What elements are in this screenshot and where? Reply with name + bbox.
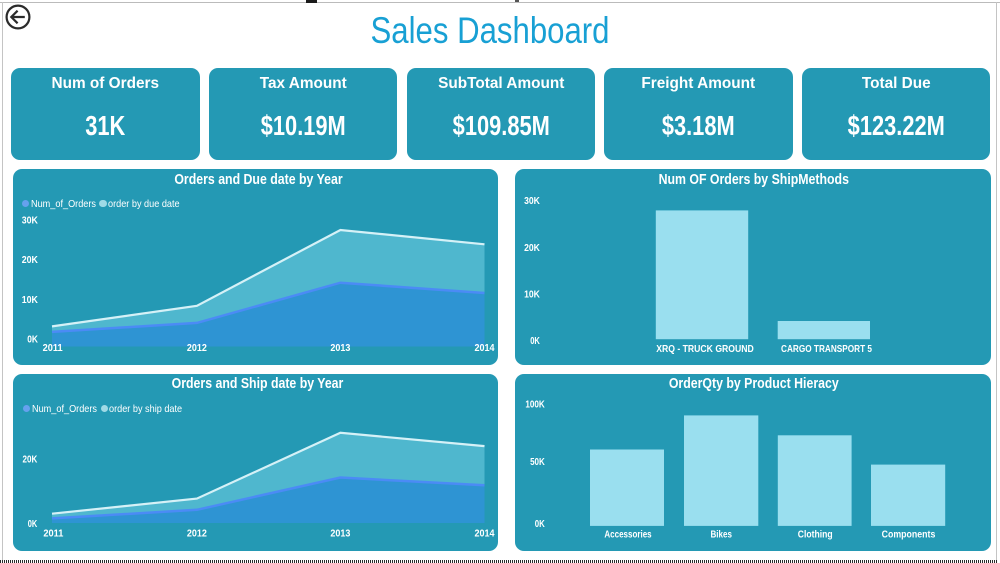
- svg-text:10K: 10K: [524, 288, 540, 300]
- svg-text:Bikes: Bikes: [710, 528, 732, 540]
- svg-text:2013: 2013: [330, 527, 350, 539]
- svg-text:20K: 20K: [22, 254, 39, 266]
- svg-text:30K: 30K: [524, 195, 540, 207]
- svg-text:CARGO TRANSPORT 5: CARGO TRANSPORT 5: [781, 343, 872, 355]
- svg-text:XRQ - TRUCK GROUND: XRQ - TRUCK GROUND: [656, 343, 754, 355]
- svg-text:0K: 0K: [535, 518, 545, 530]
- svg-text:20K: 20K: [23, 453, 38, 465]
- svg-text:Accessories: Accessories: [604, 528, 651, 540]
- svg-text:0K: 0K: [530, 335, 540, 347]
- svg-text:10K: 10K: [22, 294, 39, 306]
- svg-text:2014: 2014: [475, 527, 495, 539]
- svg-text:50K: 50K: [530, 455, 545, 467]
- svg-text:Components: Components: [882, 528, 936, 540]
- svg-text:30K: 30K: [22, 214, 39, 226]
- svg-text:20K: 20K: [524, 242, 540, 254]
- svg-text:Clothing: Clothing: [798, 528, 833, 540]
- svg-text:2013: 2013: [330, 342, 350, 354]
- svg-text:0K: 0K: [27, 334, 38, 346]
- svg-text:2012: 2012: [187, 527, 207, 539]
- svg-text:0K: 0K: [28, 518, 38, 530]
- svg-text:2011: 2011: [43, 527, 63, 539]
- svg-text:2014: 2014: [475, 342, 495, 354]
- svg-text:2012: 2012: [187, 342, 207, 354]
- svg-text:2011: 2011: [43, 342, 63, 354]
- svg-text:100K: 100K: [525, 398, 545, 410]
